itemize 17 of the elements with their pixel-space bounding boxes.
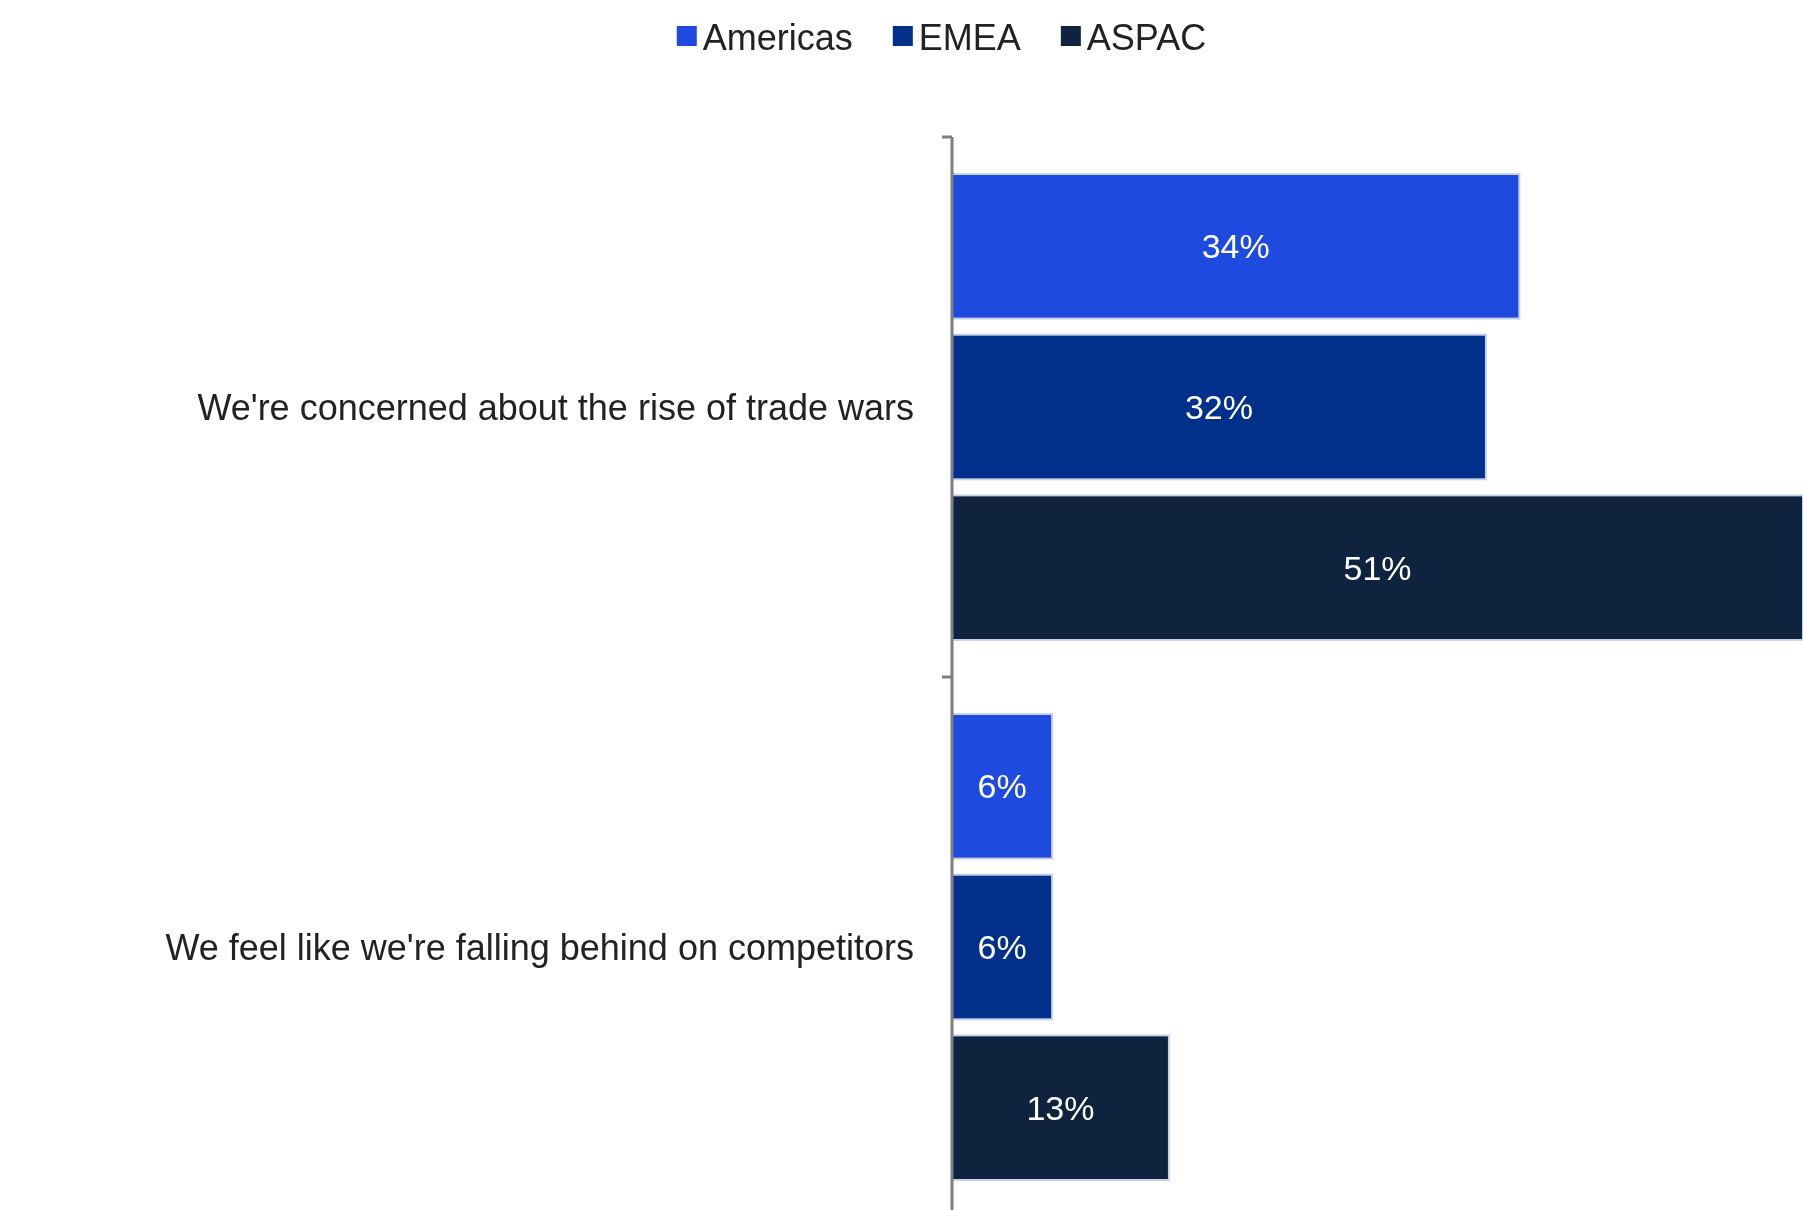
data-label: 13% [1026, 1088, 1095, 1127]
bar [951, 173, 1521, 320]
bar [951, 1034, 1170, 1181]
legend-label: ASPAC [1086, 16, 1207, 58]
bar [951, 333, 1487, 481]
bar [951, 713, 1054, 860]
legend-label: Americas [702, 16, 853, 58]
y-tick-label: We're concerned about the rise of trade wars [197, 386, 914, 428]
data-label: 32% [1184, 387, 1254, 426]
data-label: 6% [977, 927, 1027, 966]
data-label: 51% [1343, 548, 1412, 587]
data-label: 6% [977, 767, 1027, 806]
bar [951, 873, 1054, 1021]
data-label: 34% [1201, 227, 1270, 266]
y-tick-label: We feel like we're falling behind on competitors [165, 926, 914, 968]
legend-label: EMEA [918, 16, 1021, 58]
bar [951, 494, 1803, 641]
